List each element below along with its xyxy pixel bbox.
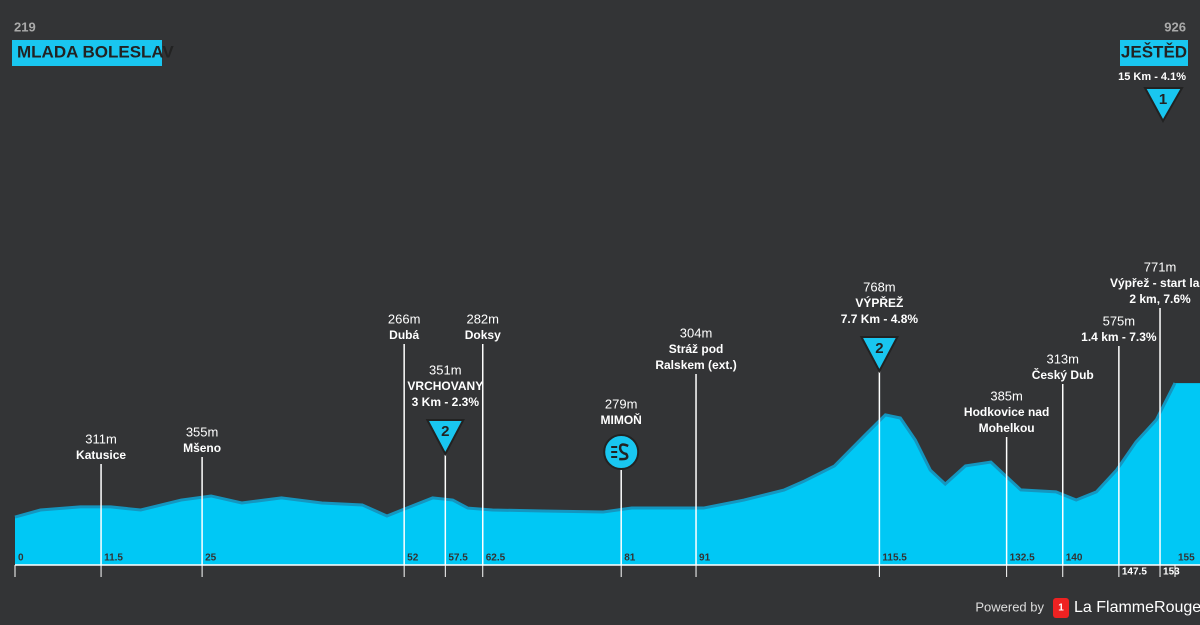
waypoint-elevation: 279m xyxy=(605,396,638,411)
waypoint-name: Dubá xyxy=(389,328,419,342)
waypoint-elevation: 771m xyxy=(1144,259,1177,274)
x-tick-label: 115.5 xyxy=(882,553,907,564)
x-tick-label: 11.5 xyxy=(104,553,123,564)
x-tick-label: 132.5 xyxy=(1010,553,1035,564)
waypoint-name: Mohelkou xyxy=(979,421,1035,435)
finish-name: JEŠTĚD xyxy=(1121,42,1187,61)
x-tick-label: 140 xyxy=(1066,553,1083,564)
waypoint-name: 7.7 Km - 4.8% xyxy=(841,312,919,326)
waypoint-elevation: 385m xyxy=(990,388,1023,403)
waypoint-elevation: 355m xyxy=(186,424,219,439)
finish-badge xyxy=(1143,87,1184,124)
waypoint-elevation: 351m xyxy=(429,362,462,377)
start-elevation: 219 xyxy=(14,19,36,34)
waypoint-name: Doksy xyxy=(465,328,501,342)
waypoint-elevation: 311m xyxy=(85,431,117,446)
finish-climb: 15 Km - 4.1% xyxy=(1118,71,1186,83)
climb-badge xyxy=(425,419,465,457)
x-tick-label: 147.5 xyxy=(1122,567,1147,578)
x-tick-label: 155 xyxy=(1178,553,1195,564)
waypoint-name: Hodkovice nad xyxy=(964,405,1049,419)
waypoint-name: Ralskem (ext.) xyxy=(655,358,736,372)
waypoint-name: VÝPŘEŽ xyxy=(855,295,903,310)
x-tick-label: 57.5 xyxy=(448,553,468,564)
x-tick-label: 62.5 xyxy=(486,553,506,564)
waypoint-name: Výpřež - start last xyxy=(1110,276,1200,290)
waypoint-name: 2 km, 7.6% xyxy=(1129,292,1191,306)
climb-category: 2 xyxy=(875,340,883,357)
waypoint-elevation: 304m xyxy=(680,325,713,340)
profile-line xyxy=(14,382,1177,519)
waypoint-elevation: 768m xyxy=(863,279,896,294)
x-tick-label: 153 xyxy=(1163,567,1180,578)
waypoint-name: VRCHOVANY xyxy=(407,379,483,393)
waypoint-name: Český Dub xyxy=(1032,367,1094,382)
waypoint-elevation: 282m xyxy=(466,311,499,326)
finish-category: 1 xyxy=(1159,91,1167,108)
sprint-icon xyxy=(618,443,629,461)
waypoint-name: 3 Km - 2.3% xyxy=(412,395,480,409)
x-tick-label: 25 xyxy=(205,553,217,564)
brand-logo xyxy=(1053,598,1069,618)
brand-badge: 1 xyxy=(1058,603,1064,614)
brand-name: La FlammeRouge xyxy=(1074,599,1200,616)
x-tick-label: 91 xyxy=(699,553,711,564)
waypoint-elevation: 575m xyxy=(1103,313,1136,328)
profile-area xyxy=(15,383,1200,565)
waypoint-elevation: 266m xyxy=(388,311,421,326)
x-tick-label: 0 xyxy=(18,553,24,564)
x-tick-label: 81 xyxy=(624,553,636,564)
waypoint-elevation: 313m xyxy=(1046,351,1079,366)
climb-category: 2 xyxy=(441,423,449,440)
x-tick-label: 52 xyxy=(407,553,419,564)
waypoint-name: Stráž pod xyxy=(669,342,724,356)
start-box xyxy=(12,40,162,66)
finish-box xyxy=(1120,40,1188,66)
start-name: MLADA BOLESLAV xyxy=(17,42,174,61)
waypoint-name: 1.4 km - 7.3% xyxy=(1081,330,1157,344)
finish-elevation: 926 xyxy=(1164,19,1186,34)
climb-badge xyxy=(859,336,900,374)
waypoint-name: MIMOŇ xyxy=(601,412,642,427)
waypoint-name: Mšeno xyxy=(183,441,221,455)
waypoint-name: Katusice xyxy=(76,448,126,462)
powered-by: Powered by xyxy=(975,599,1044,614)
